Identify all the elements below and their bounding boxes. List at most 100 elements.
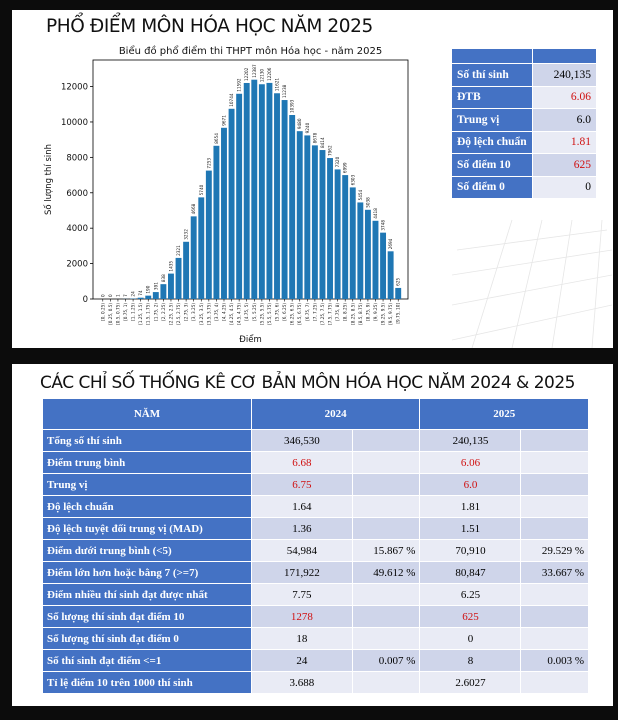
histogram-bar [387,251,394,299]
histogram-bar [152,292,159,299]
x-tick-label: [6.75, 7) [305,303,310,321]
bar-value-label: 12206 [267,67,272,81]
x-tick-label: [5.25, 5.5) [259,303,264,325]
histogram-bar [349,187,356,299]
statistics-row: Độ lệch chuẩn 1.64 1.81 [42,495,589,518]
bar-value-label: 6303 [350,174,355,185]
x-tick-label: [8, 8.25) [343,303,348,321]
bar-value-label: 4418 [373,208,378,219]
bar-value-label: 10393 [290,99,295,113]
histogram-bar [327,158,333,299]
statistics-table: NĂM 2024 2025 Tổng số thí sinh 346,530 240… [42,398,589,694]
bar-value-label: 5038 [365,197,370,208]
histogram-bar [304,135,311,299]
percent-2025: 29.529 % [520,539,589,562]
x-tick-label: [7.75, 8) [335,303,340,321]
value-2025: 625 [419,605,522,628]
bar-value-label: 3232 [184,229,189,240]
x-tick-label: [4, 4.25) [221,303,226,321]
x-tick-label: [7.25, 7.5) [320,303,325,325]
percent-2024 [351,517,421,540]
histogram-bar [258,84,265,299]
bar-value-label: 7320 [335,156,340,167]
histogram-bar [266,82,273,299]
percent-2024 [351,495,421,518]
x-tick-label: [9, 9.25) [373,303,378,321]
x-tick-label: [1.25, 1.5) [138,303,143,325]
value-2025: 1.81 [419,495,522,518]
percent-2025: 0.003 % [520,649,589,672]
bar-value-label: 5454 [358,189,363,200]
histogram-bar [137,297,144,299]
y-tick-label: 2000 [66,260,88,270]
bar-value-label: 1435 [168,261,173,272]
statistics-row: Điểm nhiều thí sinh đạt được nhất 7.75 6.2… [42,583,589,606]
x-tick-label: [2.5, 2.75) [176,303,181,325]
bar-value-label: 12387 [252,64,257,78]
statistics-row: Tổng số thí sinh 346,530 240,135 [42,429,589,452]
bar-value-label: 7 [123,294,128,297]
value-2024: 18 [250,627,353,650]
bar-value-label: 12130 [259,69,264,83]
percent-2024 [351,473,421,496]
bar-value-label: 625 [396,278,401,286]
x-tick-label: [7, 7.25) [312,303,317,321]
x-tick-label: [1, 1.25) [131,303,136,321]
summary-header-cell [532,48,597,64]
statistics-row: Điểm dưới trung bình (<5) 54,984 15.867 % 7… [42,539,589,562]
statistics-slide: CÁC CHỈ SỐ THỐNG KÊ CƠ BẢN MÔN HÓA HỌC N… [12,364,613,706]
percent-2024 [351,429,421,452]
statistics-row: Số lượng thí sinh đạt điểm 0 18 0 [42,627,589,650]
bar-value-label: 11238 [282,84,287,98]
summary-table: Số thí sinh 240,135 ĐTB 6.06 Trung vị 6.0 Độ l… [451,48,597,199]
statistics-header-row: NĂM 2024 2025 [42,398,589,430]
value-2024: 1.64 [250,495,353,518]
x-tick-label: [1.75, 2) [153,303,158,321]
bar-value-label: 2694 [388,238,393,249]
x-tick-label: [0.5, 0.75) [115,303,120,325]
summary-header-row [451,48,597,64]
slide-title: CÁC CHỈ SỐ THỐNG KÊ CƠ BẢN MÔN HÓA HỌC N… [40,373,575,393]
percent-2024 [351,583,421,606]
histogram-bar [311,145,318,299]
value-2024: 6.68 [250,451,353,474]
x-tick-label: [8.5, 8.75) [358,303,363,325]
value-2025: 6.0 [419,473,522,496]
summary-value: 625 [532,153,597,177]
slide-title: PHỔ ĐIỂM MÔN HÓA HỌC NĂM 2025 [46,16,373,37]
histogram-bar [342,175,349,299]
statistics-label: Số lượng thí sinh đạt điểm 10 [42,605,252,628]
summary-label: Số điểm 0 [451,175,533,199]
x-tick-label: [4.75, 5) [244,303,249,321]
percent-2025 [520,671,589,694]
histogram-bar [364,209,371,299]
statistics-label: Tỉ lệ điểm 10 trên 1000 thí sinh [42,671,252,694]
histogram-bar [243,82,250,300]
value-2025: 2.6027 [419,671,522,694]
x-tick-label: [6.25, 6.5) [290,303,295,325]
x-tick-label: [3, 3.25) [191,303,196,321]
percent-2025 [520,583,589,606]
decorative-grid [452,219,612,348]
bar-value-label: 24 [131,291,136,297]
x-tick-label: [0.25, 0.5) [108,303,113,325]
x-tick-label: [2, 2.25) [161,303,166,321]
statistics-label: Tổng số thí sinh [42,429,252,452]
summary-value: 240,135 [532,63,597,87]
statistics-row: Tỉ lệ điểm 10 trên 1000 thí sinh 3.688 2.6… [42,671,589,694]
value-2025: 240,135 [419,429,522,452]
percent-2024 [351,605,421,628]
percent-2025 [520,451,589,474]
histogram-bar [395,287,402,299]
histogram-bar [357,202,364,299]
histogram-bar [160,284,167,299]
y-tick-label: 6000 [66,189,88,199]
value-2025: 0 [419,627,522,650]
x-tick-label: [4.25, 4.5) [229,303,234,325]
value-2025: 8 [419,649,522,672]
histogram-bar [281,100,288,299]
bar-value-label: 190 [146,285,151,293]
bar-value-label: 5740 [199,184,204,195]
bar-value-label: 8654 [214,133,219,144]
